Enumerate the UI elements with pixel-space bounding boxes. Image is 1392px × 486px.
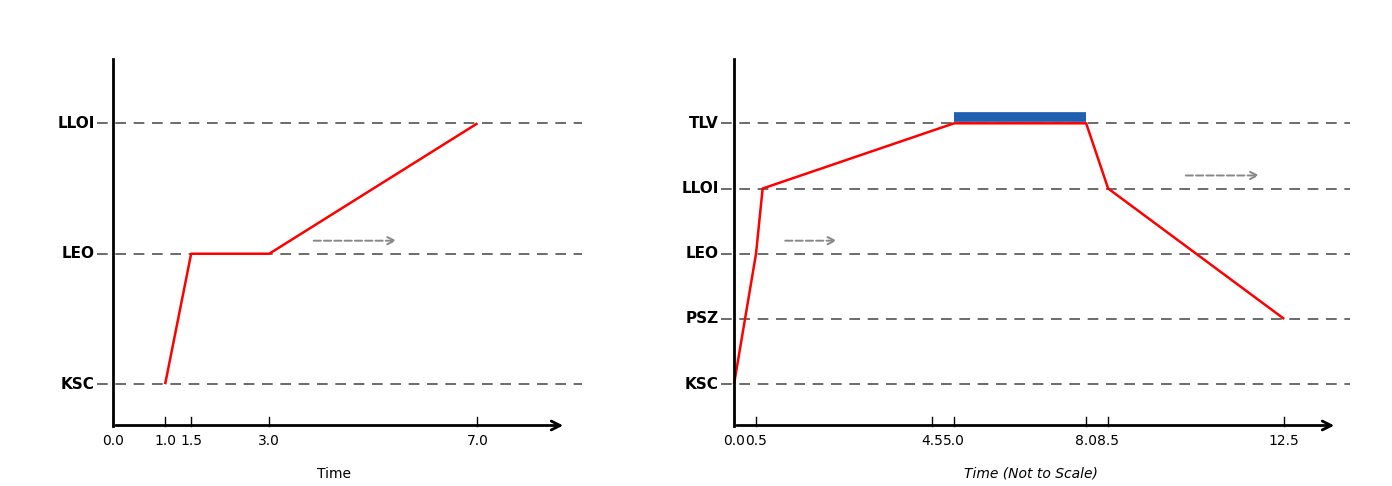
Text: 1.5: 1.5 <box>180 434 202 448</box>
Text: LLOI: LLOI <box>57 116 95 131</box>
Text: 8.5: 8.5 <box>1097 434 1119 448</box>
Text: LEO: LEO <box>686 246 718 261</box>
Text: 1.0: 1.0 <box>155 434 177 448</box>
Text: KSC: KSC <box>685 377 718 392</box>
Text: 8.0: 8.0 <box>1075 434 1097 448</box>
Text: PSZ: PSZ <box>685 312 718 327</box>
Text: 5.0: 5.0 <box>944 434 965 448</box>
Text: Time: Time <box>317 467 351 481</box>
Text: KSC: KSC <box>61 377 95 392</box>
Text: Time (Not to Scale): Time (Not to Scale) <box>965 467 1098 481</box>
Text: 0.0: 0.0 <box>102 434 124 448</box>
Text: 12.5: 12.5 <box>1270 434 1300 448</box>
Text: 7.0: 7.0 <box>466 434 489 448</box>
Text: 4.5: 4.5 <box>922 434 942 448</box>
Text: 3.0: 3.0 <box>259 434 280 448</box>
Text: 0.0: 0.0 <box>722 434 745 448</box>
Text: 0.5: 0.5 <box>745 434 767 448</box>
Text: TLV: TLV <box>689 116 718 131</box>
Text: LEO: LEO <box>61 246 95 261</box>
Text: LLOI: LLOI <box>681 181 718 196</box>
